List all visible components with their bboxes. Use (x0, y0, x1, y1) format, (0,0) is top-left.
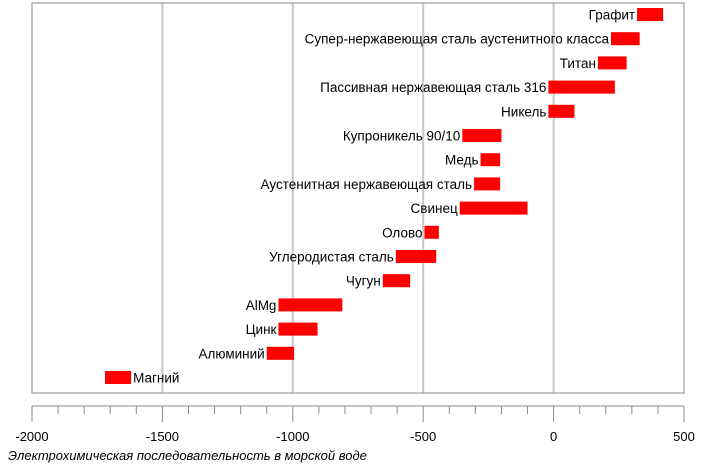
bar-label-1: Супер-нержавеющая сталь аустенитного кла… (305, 32, 610, 47)
bars (105, 8, 664, 384)
x-axis-label: Электрохимическая последовательность в м… (8, 448, 367, 463)
bar-label-5: Купроникель 90/10 (343, 129, 461, 144)
x-tick-label-2: -1000 (276, 429, 309, 444)
bar-label-12: AlMg (246, 298, 277, 313)
bar-13 (278, 322, 318, 336)
bar-label-7: Аустенитная нержавеющая сталь (261, 177, 473, 192)
bar-12 (278, 298, 343, 312)
bar-labels: Графит Супер-нержавеющая сталь аустенитно… (133, 8, 635, 386)
bar-4 (548, 104, 575, 118)
bar-label-9: Олово (382, 225, 422, 240)
bar-label-10: Углеродистая сталь (269, 250, 394, 265)
bar-label-13: Цинк (246, 322, 277, 337)
bar-6 (480, 153, 501, 167)
bar-label-15: Магний (133, 371, 179, 386)
x-axis (31, 405, 685, 422)
bar-label-0: Графит (589, 8, 635, 23)
bar-8 (459, 201, 528, 215)
bar-0 (637, 8, 664, 21)
gridlines (161, 3, 555, 393)
bar-label-6: Медь (445, 153, 479, 168)
plot-area-frame (31, 2, 685, 394)
bar-label-3: Пассивная нержавеющая сталь 316 (320, 80, 546, 95)
bar-3 (548, 80, 615, 94)
bar-14 (266, 346, 295, 360)
x-tick-label-5: 500 (673, 429, 695, 444)
bar-10 (395, 250, 437, 263)
x-tick-label-1: -1500 (146, 429, 179, 444)
x-tick-label-0: -2000 (15, 429, 48, 444)
bar-label-14: Алюминий (199, 346, 265, 361)
x-tick-label-4: 0 (550, 429, 557, 444)
bar-label-11: Чугун (346, 274, 381, 289)
bar-1 (610, 32, 640, 46)
bar-7 (474, 177, 501, 191)
x-tick-labels: -2000 -1500 -1000 -500 0 500 (15, 429, 694, 444)
bar-9 (424, 225, 439, 239)
bar-2 (597, 56, 627, 70)
x-tick-label-3: -500 (410, 429, 436, 444)
bar-label-2: Титан (560, 56, 596, 71)
bar-label-8: Свинец (411, 201, 458, 216)
bar-5 (462, 129, 502, 142)
bar-15 (105, 371, 132, 384)
bar-11 (382, 274, 411, 288)
bar-label-4: Никель (501, 104, 546, 119)
